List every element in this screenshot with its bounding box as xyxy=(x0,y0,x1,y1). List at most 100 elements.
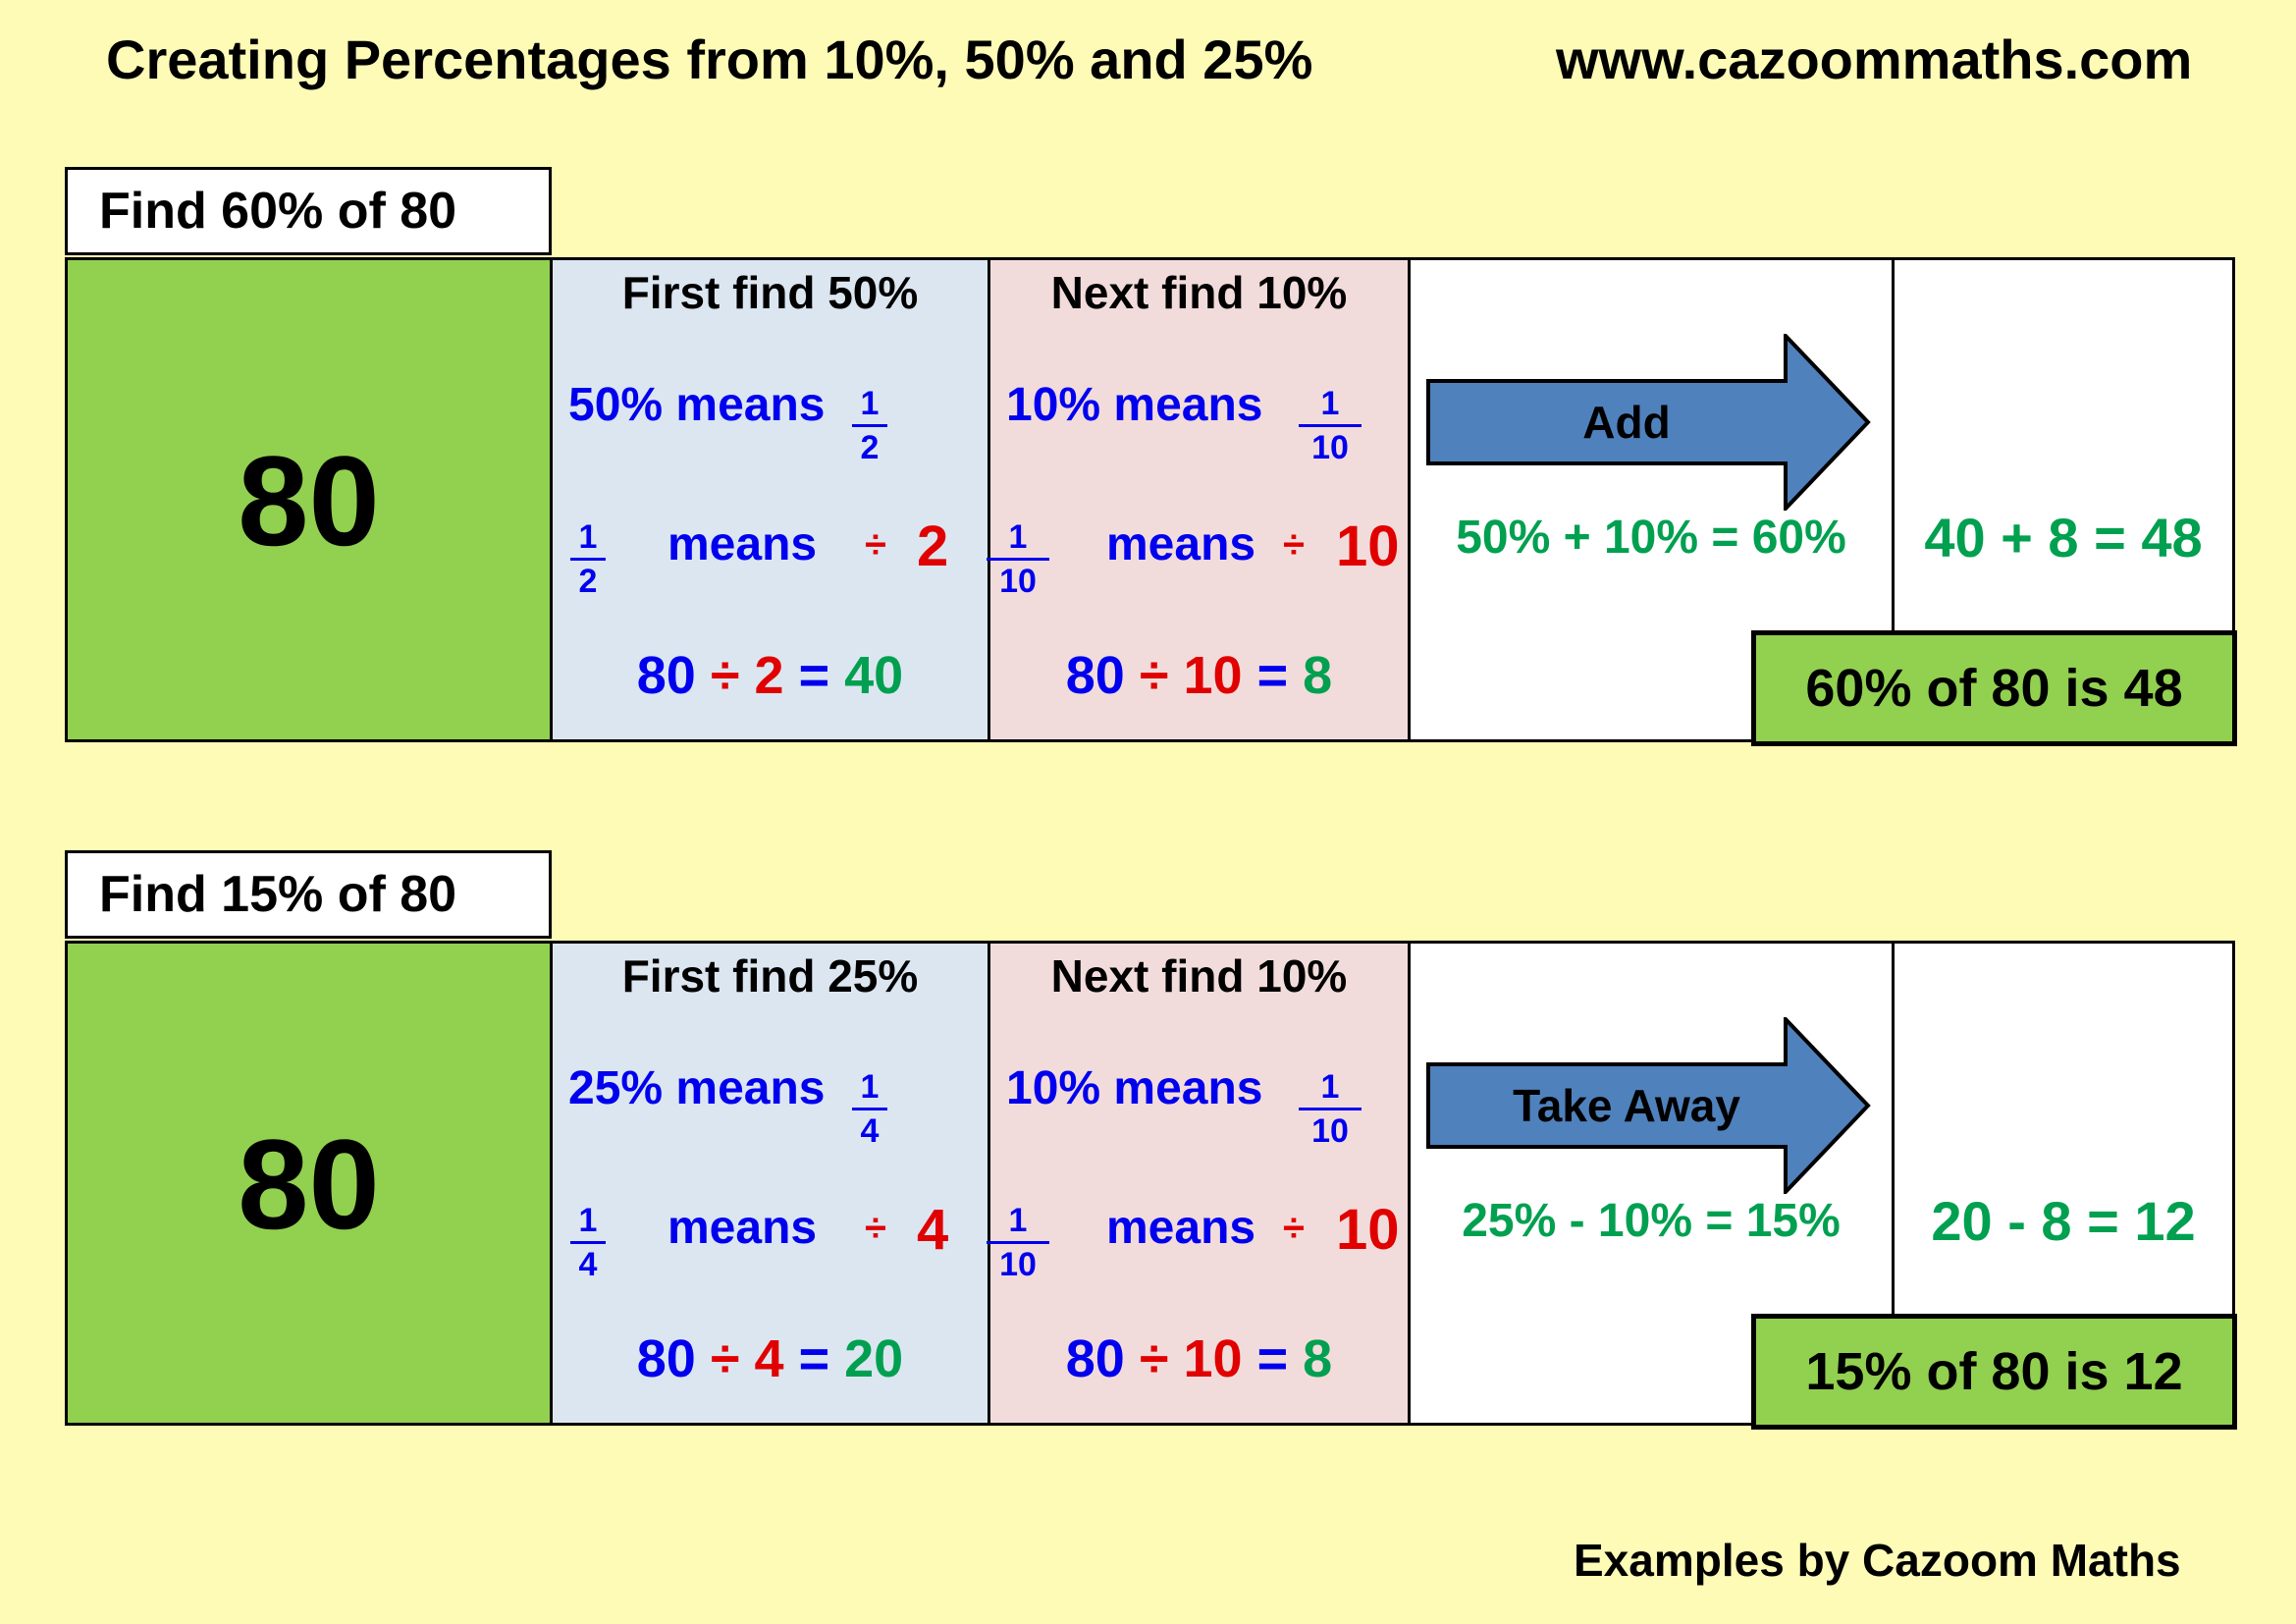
calc-result: 8 xyxy=(1303,646,1333,705)
calc-left: 80 xyxy=(1065,646,1125,705)
operation-label: Take Away xyxy=(1513,1080,1740,1131)
fraction: 1 2 xyxy=(844,384,895,467)
means-word: means xyxy=(1106,1202,1256,1254)
fraction-numerator: 1 xyxy=(1320,1068,1340,1106)
divisor: 10 xyxy=(1336,1198,1400,1262)
fraction: 1 4 xyxy=(562,1201,614,1284)
divisor: 2 xyxy=(917,514,949,578)
percent-means-text: 25% means xyxy=(568,1062,826,1114)
calc-result: 8 xyxy=(1303,1329,1333,1388)
fraction-denominator: 4 xyxy=(860,1112,880,1150)
divide-sign: ÷ xyxy=(1283,523,1305,567)
fraction-denominator: 4 xyxy=(578,1246,598,1283)
means-word: means xyxy=(1106,518,1256,570)
percent-means-text: 10% means xyxy=(1006,379,1263,431)
step-b-cell: Next find 10% 10% means 1 10 1 10 means … xyxy=(987,944,1411,1423)
fraction-numerator: 1 xyxy=(860,385,880,422)
calc-result: 40 xyxy=(844,646,904,705)
fraction: 1 10 xyxy=(1291,384,1369,467)
fraction-numerator: 1 xyxy=(578,518,598,556)
divisor: 10 xyxy=(1336,514,1400,578)
percent-means-text: 10% means xyxy=(1006,1062,1263,1114)
fraction-denominator: 10 xyxy=(999,563,1037,600)
fraction-denominator: 10 xyxy=(999,1246,1037,1283)
fraction-bar xyxy=(852,424,887,427)
question-label: Find 15% of 80 xyxy=(65,850,552,939)
step-a-calculation: 80 ÷ 2 = 40 xyxy=(553,645,988,706)
step-a-cell: First find 50% 50% means 1 2 1 2 means ÷… xyxy=(553,260,990,739)
number-cell: 80 xyxy=(68,260,553,739)
base-number: 80 xyxy=(238,1112,380,1256)
fraction: 1 10 xyxy=(979,517,1057,601)
fraction-bar xyxy=(570,1241,606,1244)
calc-op: ÷ xyxy=(1139,1329,1169,1388)
calc-op: ÷ xyxy=(710,1329,740,1388)
calc-equals: = xyxy=(1256,1329,1289,1388)
percent-equation: 25% - 10% = 15% xyxy=(1462,1195,1841,1247)
step-b-heading: Next find 10% xyxy=(1050,950,1348,1001)
right-arrow-icon xyxy=(1426,1017,1871,1194)
calc-divisor: 10 xyxy=(1183,646,1243,705)
fraction: 1 4 xyxy=(844,1067,895,1151)
step-a-heading: First find 50% xyxy=(621,267,919,318)
example-2: Find 15% of 80 80 First find 25% 25% mea… xyxy=(0,850,2296,1439)
calc-equals: = xyxy=(1256,646,1289,705)
divide-sign: ÷ xyxy=(1283,1207,1305,1250)
step-a-heading: First find 25% xyxy=(621,950,919,1001)
fraction-numerator: 1 xyxy=(860,1068,880,1106)
fraction-denominator: 2 xyxy=(578,563,598,600)
fraction-numerator: 1 xyxy=(578,1202,598,1239)
website-url: www.cazoommaths.com xyxy=(1556,28,2193,90)
fraction-bar xyxy=(987,1241,1049,1244)
fraction: 1 10 xyxy=(1291,1067,1369,1151)
answer-box: 15% of 80 is 12 xyxy=(1751,1314,2237,1430)
means-word: means xyxy=(667,518,818,570)
divide-sign: ÷ xyxy=(865,1207,886,1250)
fraction-numerator: 1 xyxy=(1008,518,1028,556)
calc-divisor: 2 xyxy=(754,646,784,705)
fraction: 1 10 xyxy=(979,1201,1057,1284)
page-title: Creating Percentages from 10%, 50% and 2… xyxy=(106,28,1313,90)
operation-label: Add xyxy=(1582,397,1671,448)
question-label: Find 60% of 80 xyxy=(65,167,552,255)
calc-left: 80 xyxy=(1065,1329,1125,1388)
calc-op: ÷ xyxy=(1139,646,1169,705)
calc-left: 80 xyxy=(636,646,696,705)
fraction-bar xyxy=(987,558,1049,561)
fraction-bar xyxy=(570,558,606,561)
step-a-calculation: 80 ÷ 4 = 20 xyxy=(553,1328,988,1389)
fraction-numerator: 1 xyxy=(1320,385,1340,422)
result-equation: 20 - 8 = 12 xyxy=(1931,1190,2196,1252)
fraction-bar xyxy=(1299,424,1362,427)
divide-sign: ÷ xyxy=(865,523,886,567)
fraction-denominator: 10 xyxy=(1311,1112,1349,1150)
step-a-cell: First find 25% 25% means 1 4 1 4 means ÷… xyxy=(553,944,990,1423)
calc-divisor: 4 xyxy=(754,1329,784,1388)
fraction-bar xyxy=(1299,1108,1362,1110)
calc-equals: = xyxy=(798,1329,830,1388)
fraction-numerator: 1 xyxy=(1008,1202,1028,1239)
result-equation: 40 + 8 = 48 xyxy=(1924,507,2203,568)
calc-result: 20 xyxy=(844,1329,904,1388)
right-arrow-icon xyxy=(1426,334,1871,511)
calc-op: ÷ xyxy=(710,646,740,705)
fraction-denominator: 2 xyxy=(860,429,880,466)
percent-equation: 50% + 10% = 60% xyxy=(1456,512,1846,564)
calc-equals: = xyxy=(798,646,830,705)
base-number: 80 xyxy=(238,429,380,572)
step-b-heading: Next find 10% xyxy=(1050,267,1348,318)
example-1: Find 60% of 80 80 First find 50% 50% mea… xyxy=(0,167,2296,756)
fraction: 1 2 xyxy=(562,517,614,601)
divisor: 4 xyxy=(917,1198,949,1262)
percent-means-text: 50% means xyxy=(568,379,826,431)
footer-credit: Examples by Cazoom Maths xyxy=(1574,1535,2181,1586)
calc-left: 80 xyxy=(636,1329,696,1388)
calc-divisor: 10 xyxy=(1183,1329,1243,1388)
step-b-calculation: 80 ÷ 10 = 8 xyxy=(990,1328,1408,1389)
step-b-calculation: 80 ÷ 10 = 8 xyxy=(990,645,1408,706)
number-cell: 80 xyxy=(68,944,553,1423)
answer-box: 60% of 80 is 48 xyxy=(1751,630,2237,746)
means-word: means xyxy=(667,1202,818,1254)
step-b-cell: Next find 10% 10% means 1 10 1 10 means … xyxy=(987,260,1411,739)
fraction-bar xyxy=(852,1108,887,1110)
